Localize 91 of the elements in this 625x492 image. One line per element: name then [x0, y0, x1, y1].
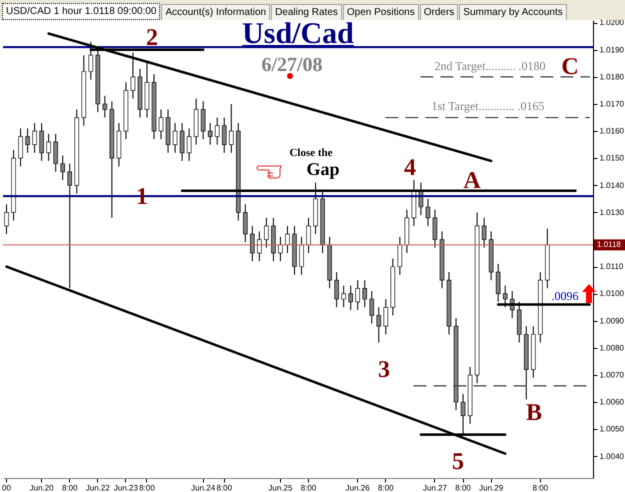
- y-tick-label: 1.0060: [600, 398, 625, 407]
- y-tick-label: 1.0100: [600, 289, 625, 298]
- x-tick-label: 8:00: [455, 484, 472, 492]
- x-tick-label: Jun.25: [268, 484, 293, 492]
- annotation: Close the: [289, 147, 333, 159]
- y-tick-label: 1.0200: [600, 18, 625, 28]
- candlestick: [264, 217, 269, 248]
- candlestick: [208, 122, 212, 146]
- candlestick: [214, 117, 220, 146]
- y-tick-label: 1.0140: [600, 180, 625, 190]
- ref-line-label: 1.0118: [597, 240, 622, 249]
- x-tick-label: Jun.23: [114, 484, 138, 492]
- x-tick-label: 8:00: [62, 484, 78, 492]
- x-tick-label: 00: [2, 484, 12, 492]
- candlestick: [257, 230, 262, 262]
- y-tick-label: 1.0090: [600, 316, 625, 326]
- candlestick: [60, 155, 65, 180]
- y-tick-label: 1.0130: [600, 208, 625, 217]
- y-tick-label: 1.0190: [600, 45, 625, 54]
- y-tick-label: 1.0110: [600, 262, 624, 272]
- annotation: Gap: [306, 159, 340, 179]
- candlestick: [299, 236, 304, 276]
- candlestick: [243, 204, 248, 243]
- y-tick-label: 1.0050: [600, 424, 625, 434]
- candlestick: [306, 217, 311, 254]
- candlestick: [46, 133, 51, 162]
- candlestick: [200, 100, 206, 140]
- text: USD/CAD 1 hour 1.0118 09:00:00: [2, 3, 160, 20]
- x-tick-label: Jun.27: [422, 484, 448, 492]
- candlestick: [102, 95, 108, 118]
- candlestick: [341, 285, 346, 308]
- candlestick: [384, 298, 388, 335]
- x-tick-label: Jun.29: [479, 484, 504, 492]
- annotation: 5: [452, 449, 464, 475]
- y-tick-label: 1.0080: [600, 343, 625, 352]
- x-tick-label: Jun.24: [191, 484, 216, 492]
- candlestick: [278, 236, 283, 262]
- candlestick: [158, 108, 164, 140]
- candlestick: [25, 128, 30, 154]
- annotation: C: [561, 54, 579, 80]
- candlestick: [180, 122, 184, 162]
- annotation: 4: [404, 155, 416, 181]
- candlestick: [186, 128, 192, 162]
- chart-title: Usd/Cad: [242, 17, 354, 51]
- text: Account(s) Information: [161, 4, 270, 20]
- candlestick: [222, 117, 227, 154]
- candlestick: [355, 280, 360, 310]
- candlestick: [4, 204, 9, 235]
- annotation: 2nd Target.......... .0180: [434, 59, 546, 73]
- candlestick: [18, 128, 23, 167]
- candlestick: [426, 198, 430, 226]
- x-tick-label: 8:00: [532, 484, 549, 492]
- candlestick: [228, 104, 234, 154]
- annotation: 1st Target............ .0165: [431, 99, 545, 113]
- y-tick-label: 1.0170: [600, 100, 625, 109]
- text: Dealing Rates: [271, 4, 342, 20]
- x-tick-label: Jun.20: [30, 484, 54, 492]
- candlestick: [348, 285, 353, 310]
- candlestick: [39, 122, 44, 162]
- y-tick-label: 1.0160: [600, 126, 625, 136]
- annotation: .0096: [552, 289, 578, 303]
- annotation: 2: [146, 25, 158, 51]
- x-tick-label: 8:00: [216, 484, 233, 492]
- x-tick-label: Jun.22: [86, 484, 110, 492]
- candlestick: [334, 272, 339, 308]
- candlestick: [369, 290, 374, 324]
- text: Summary by Accounts: [459, 4, 567, 20]
- candlestick: [398, 236, 402, 276]
- y-tick-label: 1.0040: [600, 452, 625, 461]
- candlestick: [432, 209, 438, 248]
- x-tick-label: Jun.26: [346, 484, 370, 492]
- candlestick: [482, 217, 486, 248]
- candlestick: [376, 306, 382, 343]
- candlestick: [53, 133, 58, 172]
- annotation: A: [463, 168, 482, 194]
- candlestick: [250, 225, 255, 262]
- text: Open Positions: [342, 4, 419, 20]
- text: Orders: [420, 4, 458, 20]
- x-tick-label: 8:00: [378, 484, 394, 492]
- y-tick-label: 1.0070: [600, 370, 625, 380]
- candlestick: [362, 280, 368, 308]
- annotation: B: [526, 400, 542, 426]
- candlestick: [172, 122, 178, 154]
- x-tick-label: 8:00: [139, 484, 156, 492]
- x-tick-label: 8:00: [300, 484, 317, 492]
- y-tick-label: 1.0150: [600, 154, 625, 163]
- candlestick: [32, 122, 37, 154]
- annotation: 3: [378, 357, 390, 383]
- candlestick: [285, 225, 290, 254]
- text: 6/27/08: [261, 54, 323, 77]
- y-tick-label: 1.0180: [600, 72, 625, 82]
